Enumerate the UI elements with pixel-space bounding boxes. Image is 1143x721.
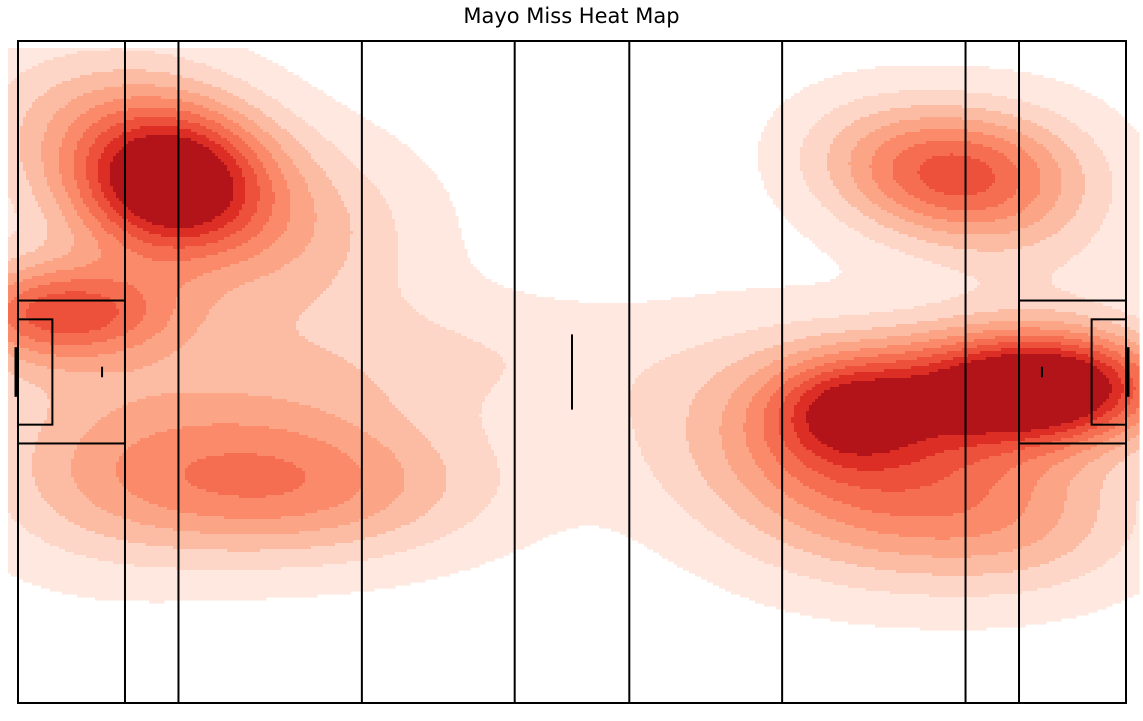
heatmap-chart xyxy=(0,0,1143,721)
